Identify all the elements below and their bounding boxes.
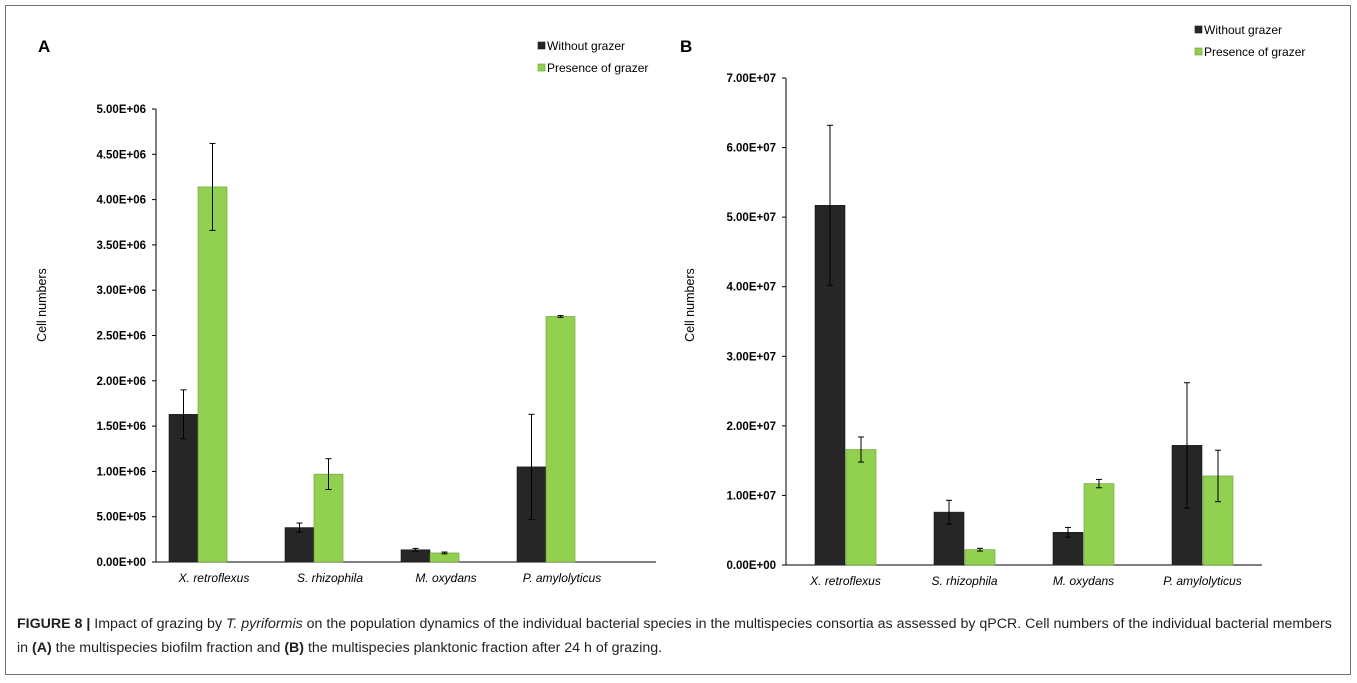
x-category-label: S. rhizophila (297, 571, 363, 585)
bar (845, 449, 877, 566)
y-tick-label: 1.50E+06 (96, 421, 146, 433)
legend-swatch (537, 41, 546, 50)
bar (284, 527, 315, 563)
panel-a: A Cell numbers 0.00E+00 5.00E+05 1.00E+06 1.5… (35, 37, 656, 585)
y-axis-label: Cell numbers (683, 268, 697, 342)
y-tick-label: 1.00E+06 (96, 466, 146, 478)
bar (545, 316, 576, 563)
panel-label: B (680, 37, 692, 56)
y-tick-label: 7.00E+07 (726, 73, 776, 85)
y-tick-label: 0.00E+00 (96, 557, 146, 569)
caption-text-2: on the population dynamics of the indivi… (17, 616, 1332, 656)
charts-canvas: A Cell numbers 0.00E+00 5.00E+05 1.00E+06 1.5… (35, 23, 1305, 588)
legend-swatch (1194, 47, 1203, 56)
caption-text-1: Impact of grazing by (90, 616, 226, 632)
bar (1083, 483, 1115, 566)
x-category-label: S. rhizophila (931, 574, 997, 588)
y-tick-label: 5.00E+06 (96, 104, 146, 116)
x-category-label: X. retroflexus (178, 571, 250, 585)
legend-label: Without grazer (1204, 23, 1282, 37)
y-tick-label: 2.00E+07 (726, 421, 776, 433)
y-axis-label: Cell numbers (35, 268, 49, 342)
panel-label: A (38, 37, 50, 56)
y-tick-label: 3.00E+07 (726, 351, 776, 363)
x-category-label: P. amylolyticus (523, 571, 601, 585)
caption-figure-label: FIGURE 8 | (17, 616, 91, 632)
y-tick-label: 4.50E+06 (96, 149, 146, 161)
legend-label: Presence of grazer (547, 61, 648, 75)
bar (197, 186, 228, 563)
caption-organism: T. pyriformis (225, 616, 303, 632)
legend-label: Presence of grazer (1204, 45, 1305, 59)
figure-caption: FIGURE 8 | Impact of grazing by T. pyrif… (17, 612, 1337, 660)
y-tick-label: 4.00E+06 (96, 195, 146, 207)
y-tick-label: 5.00E+05 (96, 512, 146, 524)
x-category-label: M. oxydans (415, 571, 476, 585)
legend-swatch (1194, 25, 1203, 34)
figure-frame (5, 5, 1351, 675)
y-tick-label: 4.00E+07 (726, 282, 776, 294)
caption-part-a: (A) (31, 640, 52, 656)
y-tick-label: 0.00E+00 (726, 560, 776, 572)
caption-text-3: the multispecies biofilm fraction and (51, 640, 285, 656)
caption-part-b: (B) (284, 640, 305, 656)
bar (964, 549, 996, 566)
y-tick-label: 6.00E+07 (726, 143, 776, 155)
x-category-label: P. amylolyticus (1163, 574, 1241, 588)
x-category-label: M. oxydans (1053, 574, 1114, 588)
y-tick-label: 2.00E+06 (96, 376, 146, 388)
legend-label: Without grazer (547, 39, 625, 53)
panel-b: B Cell numbers 0.00E+00 1.00E+07 2.00E+07 3.0… (680, 23, 1305, 588)
y-tick-label: 3.00E+06 (96, 285, 146, 297)
legend-swatch (537, 63, 546, 72)
y-tick-label: 5.00E+07 (726, 212, 776, 224)
y-tick-label: 1.00E+07 (726, 490, 776, 502)
y-tick-label: 2.50E+06 (96, 331, 146, 343)
y-tick-label: 3.50E+06 (96, 240, 146, 252)
x-category-label: X. retroflexus (809, 574, 881, 588)
caption-text-4: the multispecies planktonic fraction aft… (304, 640, 663, 656)
bar (1052, 532, 1084, 566)
